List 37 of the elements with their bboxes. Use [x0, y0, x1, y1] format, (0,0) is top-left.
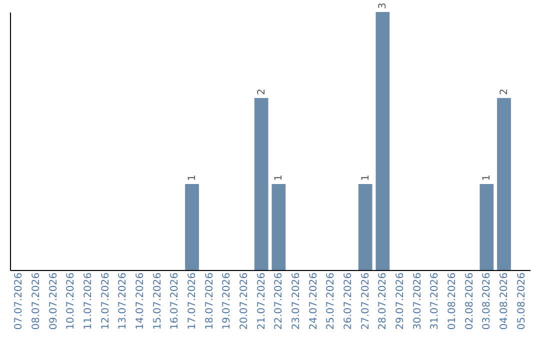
data-label: 1 [187, 174, 198, 181]
x-tick-label: 31.07.2026 [430, 272, 441, 330]
x-tick-label: 13.07.2026 [118, 272, 129, 330]
x-tick-label: 23.07.2026 [291, 272, 302, 330]
x-tick-label: 22.07.2026 [274, 272, 285, 330]
x-tick-label: 04.08.2026 [499, 272, 510, 330]
x-tick-label: 01.08.2026 [447, 272, 458, 330]
data-label: 1 [274, 174, 285, 181]
data-label: 2 [499, 88, 510, 95]
x-tick-label: 08.07.2026 [31, 272, 42, 330]
x-tick-label: 26.07.2026 [343, 272, 354, 330]
x-tick-label: 30.07.2026 [412, 272, 424, 330]
x-tick-label: 10.07.2026 [66, 272, 77, 330]
x-tick-label: 29.07.2026 [395, 272, 406, 330]
x-tick-label: 12.07.2026 [100, 272, 112, 330]
x-tick-label: 17.07.2026 [187, 272, 198, 330]
x-tick-label: 20.07.2026 [239, 272, 250, 330]
x-tick-label: 09.07.2026 [48, 272, 60, 330]
x-tick-label: 21.07.2026 [256, 272, 268, 330]
data-label: 2 [256, 88, 268, 95]
x-tick-label: 25.07.2026 [326, 272, 337, 330]
x-tick-label: 11.07.2026 [83, 272, 94, 330]
x-tick-label: 03.08.2026 [482, 272, 493, 330]
x-tick-label: 14.07.2026 [135, 272, 146, 330]
data-label: 3 [378, 2, 389, 9]
x-tick-label: 19.07.2026 [222, 272, 233, 330]
x-tick-label: 16.07.2026 [170, 272, 181, 330]
x-tick-label: 24.07.2026 [308, 272, 320, 330]
x-tick-label: 27.07.2026 [360, 272, 372, 330]
data-label: 1 [360, 174, 372, 181]
x-tick-label: 02.08.2026 [464, 272, 476, 330]
x-tick-label: 07.07.2026 [14, 272, 25, 330]
x-tick-label: 15.07.2026 [152, 272, 164, 330]
x-tick-label: 05.08.2026 [516, 272, 528, 330]
x-tick-label: 18.07.2026 [204, 272, 216, 330]
data-label: 1 [482, 174, 493, 181]
x-tick-label: 28.07.2026 [378, 272, 389, 330]
